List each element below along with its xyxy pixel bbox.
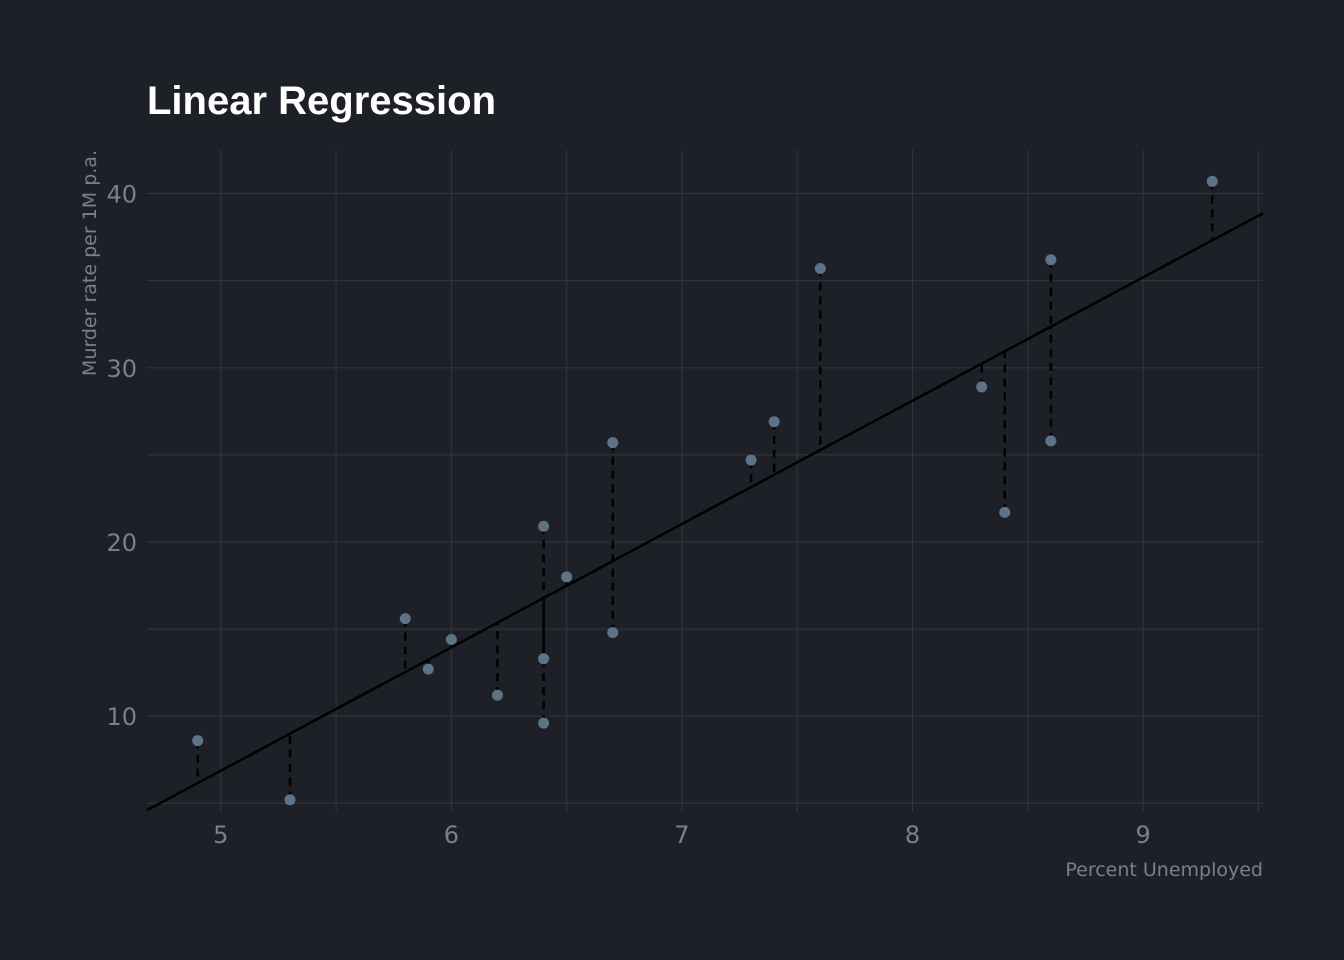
y-tick-label: 10 — [106, 703, 137, 731]
residual-lines — [196, 181, 1214, 800]
data-point — [976, 381, 988, 393]
data-point — [491, 689, 503, 701]
x-tick-label: 5 — [213, 821, 228, 849]
y-tick-label: 20 — [106, 529, 137, 557]
data-point — [538, 520, 550, 532]
data-point — [607, 437, 619, 449]
data-point — [1206, 175, 1218, 187]
data-point — [445, 634, 457, 646]
x-tick-label: 7 — [674, 821, 689, 849]
data-point — [192, 735, 204, 747]
data-point — [607, 627, 619, 639]
regression-line — [146, 212, 1264, 812]
data-point — [999, 506, 1011, 518]
x-tick-label: 9 — [1135, 821, 1150, 849]
x-tick-label: 8 — [905, 821, 920, 849]
data-point — [745, 454, 757, 466]
data-point — [399, 613, 411, 625]
grid — [147, 150, 1263, 812]
y-tick-label: 40 — [106, 181, 137, 209]
tick-labels: 5 6 7 8 9 10 20 30 40 — [106, 181, 1150, 849]
data-point — [538, 653, 550, 665]
x-axis-title: Percent Unemployed — [1065, 859, 1263, 881]
data-point — [284, 794, 296, 806]
y-tick-label: 30 — [106, 355, 137, 383]
data-point — [422, 663, 434, 675]
x-tick-label: 6 — [444, 821, 459, 849]
chart-title: Linear Regression — [147, 79, 496, 123]
data-point — [814, 262, 826, 274]
data-point — [1045, 254, 1057, 266]
data-point — [768, 416, 780, 428]
data-points — [192, 175, 1218, 806]
data-point — [538, 717, 550, 729]
data-point — [1045, 435, 1057, 447]
y-axis-title: Murder rate per 1M p.a. — [79, 150, 101, 376]
data-point — [561, 571, 573, 583]
